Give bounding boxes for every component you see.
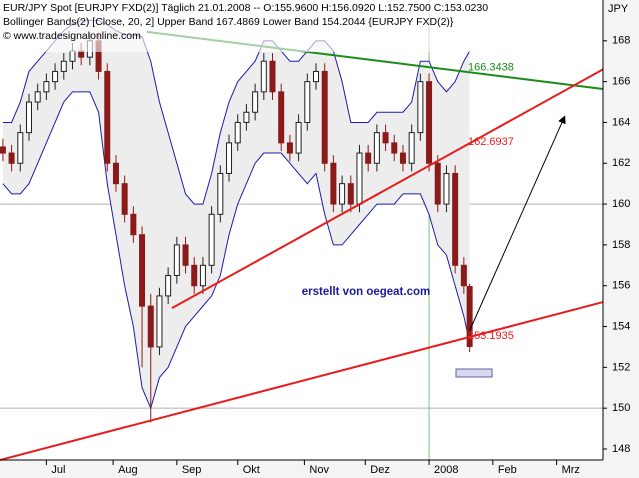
candle-body — [269, 60, 276, 93]
chart-title: EUR/JPY Spot [EURJPY FXD(2)] Täglich 21.… — [3, 2, 488, 14]
x-axis-area — [0, 460, 639, 478]
y-tick-label: 156 — [612, 280, 630, 292]
candle-body — [69, 50, 76, 62]
credit: © www.tradesignalonline.com — [3, 30, 141, 42]
candle-body — [391, 142, 398, 154]
x-tick-label: Mrz — [562, 464, 580, 476]
candle-body — [339, 183, 346, 205]
candle-body — [147, 305, 154, 348]
x-tick-label: 2008 — [434, 464, 458, 476]
candle-body — [199, 264, 206, 287]
candle-body — [452, 172, 459, 266]
candle-body — [156, 295, 163, 348]
candle-body — [104, 70, 111, 164]
x-tick-label: Dez — [370, 464, 390, 476]
y-tick-label: 148 — [612, 443, 630, 455]
trend-line — [171, 68, 604, 310]
y-tick-label: 162 — [612, 157, 630, 169]
candle-body — [25, 101, 32, 134]
candle-body — [399, 152, 406, 164]
candle-body — [252, 91, 259, 113]
candle-body — [356, 152, 363, 205]
header-backdrop — [0, 0, 470, 52]
candle-body — [382, 132, 389, 144]
candle-body — [312, 70, 319, 83]
candle-body — [365, 152, 372, 164]
candle-body — [417, 81, 424, 134]
arrow — [469, 115, 566, 331]
x-tick-label: Sep — [182, 464, 202, 476]
y-tick-label: 164 — [612, 116, 630, 128]
candle-body — [226, 142, 233, 174]
candle-body — [0, 146, 6, 154]
x-tick-label: Okt — [243, 464, 260, 476]
candle-body — [208, 213, 215, 266]
candle-body — [321, 70, 328, 164]
y-unit: JPY — [608, 3, 629, 15]
candle-body — [217, 172, 224, 215]
candle-body — [243, 111, 250, 123]
candle-body — [17, 132, 24, 164]
candle-body — [43, 81, 50, 93]
band-lower — [2, 91, 471, 410]
candle-body — [304, 81, 311, 123]
y-tick-label: 150 — [612, 402, 630, 414]
candle-body — [234, 121, 241, 144]
y-tick-label: 168 — [612, 35, 630, 47]
candle-body — [139, 234, 146, 307]
band-fill — [2, 20, 470, 409]
y-tick-label: 160 — [612, 198, 630, 210]
candle-body — [8, 152, 15, 164]
candle-body — [373, 132, 380, 164]
candle-body — [443, 172, 450, 205]
candle-body — [260, 60, 267, 93]
x-tick-label: Jul — [51, 464, 65, 476]
y-axis-area — [603, 0, 639, 478]
candle-body — [330, 162, 337, 205]
candle-body — [295, 121, 302, 154]
x-tick-label: Feb — [498, 464, 517, 476]
candle-body — [173, 244, 180, 277]
chart-subtitle: Bollinger Bands(2) [Close, 20, 2] Upper … — [3, 16, 454, 28]
y-tick-label: 152 — [612, 361, 630, 373]
candle-body — [34, 91, 41, 103]
y-tick-label: 154 — [612, 320, 630, 332]
candle-body — [347, 183, 354, 205]
level-label: 166.3438 — [468, 62, 514, 74]
candle-body — [191, 264, 198, 287]
x-tick-label: Aug — [118, 464, 138, 476]
level-label: 162.6937 — [468, 136, 514, 148]
candle-body — [182, 244, 189, 266]
candle-body — [434, 162, 441, 205]
candle-body — [60, 60, 67, 72]
annotation: erstellt von oegeat.com — [302, 286, 430, 298]
candle-body — [278, 91, 285, 144]
candle-body — [52, 70, 59, 83]
candle-body — [112, 162, 119, 185]
candle-body — [165, 275, 172, 297]
candle-body — [286, 142, 293, 154]
marker-box — [455, 368, 493, 378]
y-tick-label: 158 — [612, 239, 630, 251]
candle-body — [426, 81, 433, 164]
candle-body — [408, 132, 415, 164]
candle-body — [460, 264, 467, 287]
x-tick-label: Nov — [309, 464, 329, 476]
candle-body — [130, 213, 137, 236]
level-label: 153.1935 — [468, 330, 514, 342]
y-tick-label: 166 — [612, 76, 630, 88]
candle-body — [466, 286, 473, 347]
trend-line — [0, 301, 604, 461]
candle-body — [121, 183, 128, 215]
